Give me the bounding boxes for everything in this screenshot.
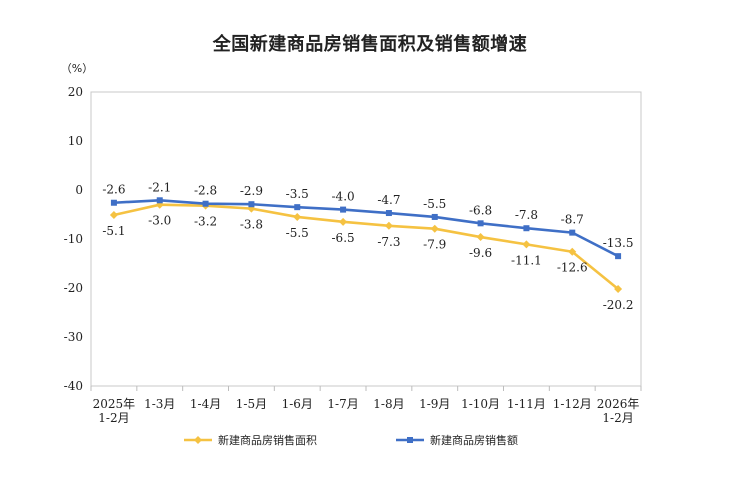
- data-label: -3.0: [148, 214, 171, 228]
- y-tick-label: 20: [68, 85, 83, 99]
- series-line-1: [113, 203, 619, 290]
- data-label: -13.5: [603, 236, 634, 250]
- data-label: -11.1: [511, 253, 542, 267]
- legend-marker: [194, 436, 202, 444]
- x-tick-label: 1-3月: [144, 397, 175, 411]
- data-label: -8.7: [561, 213, 584, 227]
- data-point: [384, 221, 393, 230]
- data-point: [569, 229, 576, 236]
- data-label: -7.8: [515, 208, 538, 222]
- x-tick-label: 2025年 1-2月: [93, 397, 136, 425]
- series-line-2: [113, 198, 619, 258]
- x-tick-label: 1-12月: [553, 397, 592, 411]
- x-tick-label: 1-11月: [507, 397, 546, 411]
- data-label: -6.8: [469, 203, 492, 217]
- data-label: -2.9: [240, 184, 263, 198]
- data-point: [340, 206, 347, 213]
- y-tick-label: -40: [64, 379, 83, 393]
- data-label: -4.0: [332, 190, 355, 204]
- legend-marker: [407, 437, 413, 443]
- data-point: [385, 210, 392, 217]
- data-point: [109, 210, 118, 219]
- data-label: -3.2: [194, 215, 217, 229]
- x-tick-label: 1-7月: [327, 397, 358, 411]
- data-point: [294, 204, 301, 211]
- data-point: [477, 220, 484, 227]
- data-point: [110, 199, 117, 206]
- data-point: [522, 240, 531, 249]
- data-label: -4.7: [377, 193, 400, 207]
- x-tick-label: 1-6月: [282, 397, 313, 411]
- data-point: [339, 217, 348, 226]
- x-tick-label: 1-5月: [236, 397, 267, 411]
- data-label: -2.1: [148, 180, 171, 194]
- data-label: -2.8: [194, 184, 217, 198]
- y-axis-unit-label: （%）: [61, 62, 93, 75]
- y-tick-label: -20: [64, 281, 83, 295]
- data-point: [431, 213, 438, 220]
- data-label: -3.8: [240, 218, 263, 232]
- data-point: [615, 253, 622, 260]
- x-tick-label: 1-10月: [461, 397, 500, 411]
- x-tick-label: 1-9月: [419, 397, 450, 411]
- x-tick-label: 1-4月: [190, 397, 221, 411]
- x-tick-label: 2026年 1-2月: [597, 397, 640, 425]
- data-label: -9.6: [469, 246, 492, 260]
- legend-label: 新建商品房销售额: [430, 433, 518, 447]
- data-point: [523, 225, 530, 232]
- data-point: [476, 233, 485, 242]
- data-label: -12.6: [557, 261, 588, 275]
- data-label: -6.5: [332, 231, 355, 245]
- data-label: -2.6: [102, 183, 125, 197]
- legend-label: 新建商品房销售面积: [218, 433, 317, 447]
- data-label: -5.5: [423, 197, 446, 211]
- data-point: [202, 200, 209, 207]
- plot-area-border: [90, 91, 642, 387]
- y-tick-label: 10: [68, 134, 83, 148]
- data-label: -5.1: [102, 224, 125, 238]
- data-point: [430, 224, 439, 233]
- y-tick-label: -10: [64, 232, 83, 246]
- chart-title: 全国新建商品房销售面积及销售额增速: [212, 34, 528, 55]
- x-tick-label: 1-8月: [373, 397, 404, 411]
- data-point: [614, 284, 623, 293]
- y-tick-label: 0: [75, 183, 83, 197]
- data-point: [156, 197, 163, 204]
- y-tick-label: -30: [64, 330, 83, 344]
- data-label: -5.5: [286, 226, 309, 240]
- data-label: -3.5: [286, 187, 309, 201]
- data-point: [248, 201, 255, 208]
- data-label: -7.3: [377, 235, 400, 249]
- data-point: [568, 247, 577, 256]
- data-label: -20.2: [603, 298, 634, 312]
- data-point: [293, 212, 302, 221]
- data-label: -7.9: [423, 238, 446, 252]
